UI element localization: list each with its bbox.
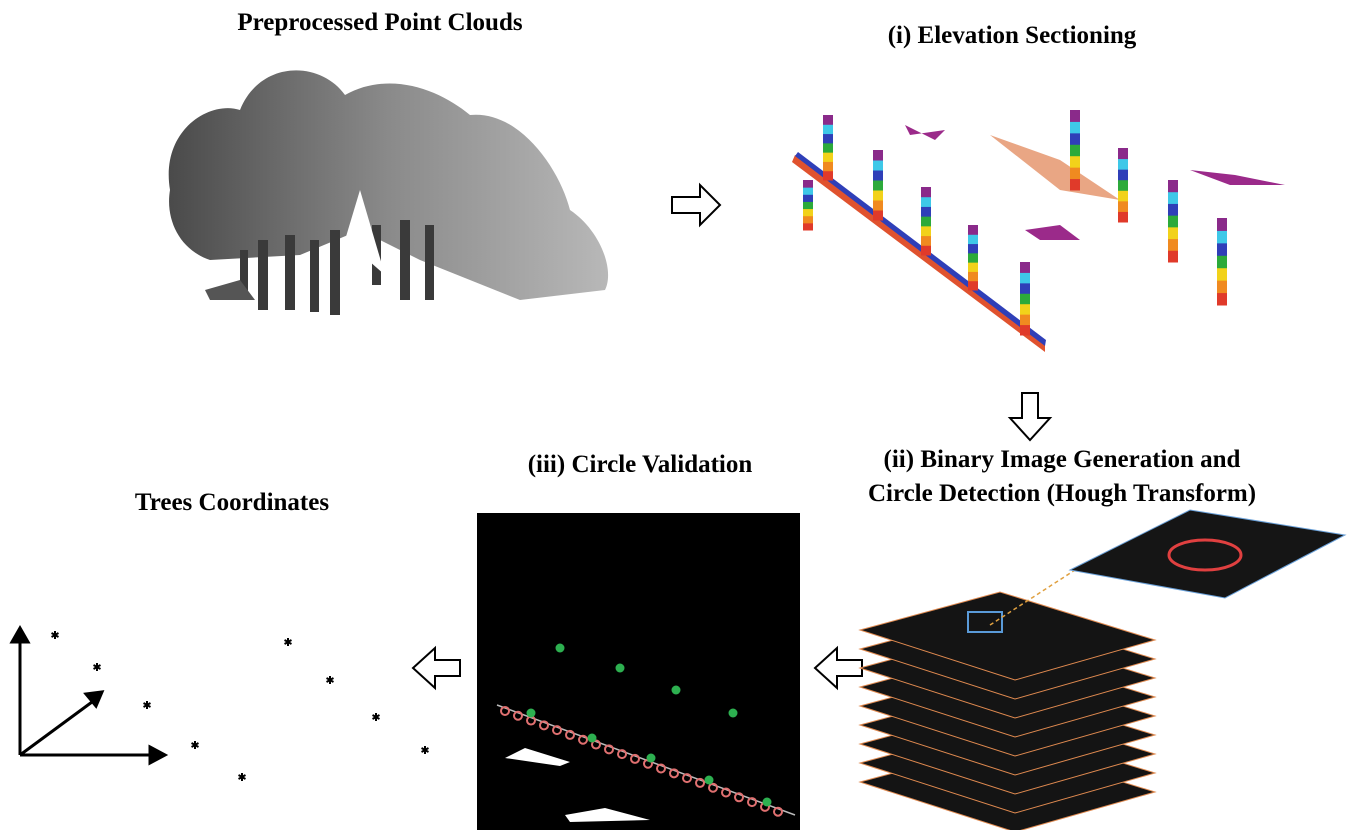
stem-section: [803, 194, 813, 202]
stem-section: [1217, 280, 1227, 293]
stem-section: [1070, 121, 1080, 133]
stem-section: [823, 115, 833, 125]
stem-section: [1168, 227, 1178, 239]
stem-section: [803, 223, 813, 231]
stem-section: [823, 161, 833, 171]
panel-title: Circle Detection (Hough Transform): [868, 480, 1256, 507]
stem-section: [921, 236, 931, 246]
stem-section: [921, 197, 931, 207]
stem-section: [968, 253, 978, 263]
valid-point: [763, 798, 772, 807]
stem-section: [968, 244, 978, 254]
stem-section: [803, 209, 813, 217]
stem-section: [823, 143, 833, 153]
valid-point: [729, 709, 738, 718]
stem-section: [1020, 325, 1030, 336]
stem-section: [873, 160, 883, 171]
stem-section: [823, 124, 833, 134]
stem-section: [1217, 230, 1227, 243]
stem-section: [1118, 169, 1128, 180]
valid-point: [647, 754, 656, 763]
stem-section: [921, 216, 931, 226]
stem-section: [873, 210, 883, 221]
stem-section: [1168, 250, 1178, 262]
stem-section: [1070, 144, 1080, 156]
stem-section: [968, 234, 978, 244]
stem-section: [1118, 148, 1128, 159]
stem-section: [873, 200, 883, 211]
stem-section: [968, 271, 978, 281]
valid-point: [705, 776, 714, 785]
stem-section: [823, 152, 833, 162]
stem-section: [1020, 314, 1030, 325]
stem-section: [1168, 192, 1178, 204]
valid-point: [588, 734, 597, 743]
stem-section: [1217, 243, 1227, 256]
diagram: Preprocessed Point Clouds (i) Elevation …: [0, 0, 1347, 830]
valid-point: [556, 644, 565, 653]
stem-section: [1070, 133, 1080, 145]
axes: [12, 628, 428, 781]
elevation-sections: [792, 110, 1285, 352]
stem-section: [921, 226, 931, 236]
stem-section: [1118, 190, 1128, 201]
stem-section: [1217, 268, 1227, 281]
stem-section: [1168, 180, 1178, 192]
circle-validation: [477, 513, 800, 830]
panel-title: Preprocessed Point Clouds: [237, 9, 522, 36]
stem-section: [1020, 293, 1030, 304]
stem-section: [1020, 262, 1030, 273]
panel-title: Trees Coordinates: [135, 489, 329, 516]
panel-title: (i) Elevation Sectioning: [888, 22, 1137, 49]
stem-section: [1070, 167, 1080, 179]
stem-section: [1168, 239, 1178, 251]
stem-section: [1070, 179, 1080, 191]
stem-section: [823, 171, 833, 181]
stem-section: [1217, 218, 1227, 231]
stem-section: [1217, 255, 1227, 268]
stem-section: [823, 134, 833, 144]
binary-image-stack: [860, 592, 1155, 830]
stem-section: [1070, 110, 1080, 122]
stem-section: [1020, 283, 1030, 294]
stem-section: [873, 150, 883, 161]
panel-title: (iii) Circle Validation: [528, 451, 753, 478]
valid-point: [672, 686, 681, 695]
stem-section: [1118, 180, 1128, 191]
stem-section: [803, 216, 813, 224]
stem-section: [1020, 304, 1030, 315]
stem-section: [968, 225, 978, 235]
stem-section: [1168, 203, 1178, 215]
stem-section: [1020, 272, 1030, 283]
valid-point: [527, 709, 536, 718]
stem-section: [1217, 293, 1227, 306]
stem-section: [873, 170, 883, 181]
stem-section: [968, 262, 978, 272]
stem-section: [1070, 156, 1080, 168]
stem-section: [1118, 211, 1128, 222]
stem-section: [873, 180, 883, 191]
panel-title: (ii) Binary Image Generation and: [884, 446, 1241, 473]
stem-section: [1168, 215, 1178, 227]
stem-section: [921, 206, 931, 216]
stem-section: [803, 180, 813, 188]
stem-section: [921, 187, 931, 197]
stem-section: [968, 281, 978, 291]
stem-section: [873, 190, 883, 201]
stem-section: [1118, 159, 1128, 170]
point-cloud: [169, 70, 608, 315]
stem-section: [1118, 201, 1128, 212]
stem-section: [803, 187, 813, 195]
stem-section: [803, 201, 813, 209]
valid-point: [616, 664, 625, 673]
stem-section: [921, 245, 931, 255]
